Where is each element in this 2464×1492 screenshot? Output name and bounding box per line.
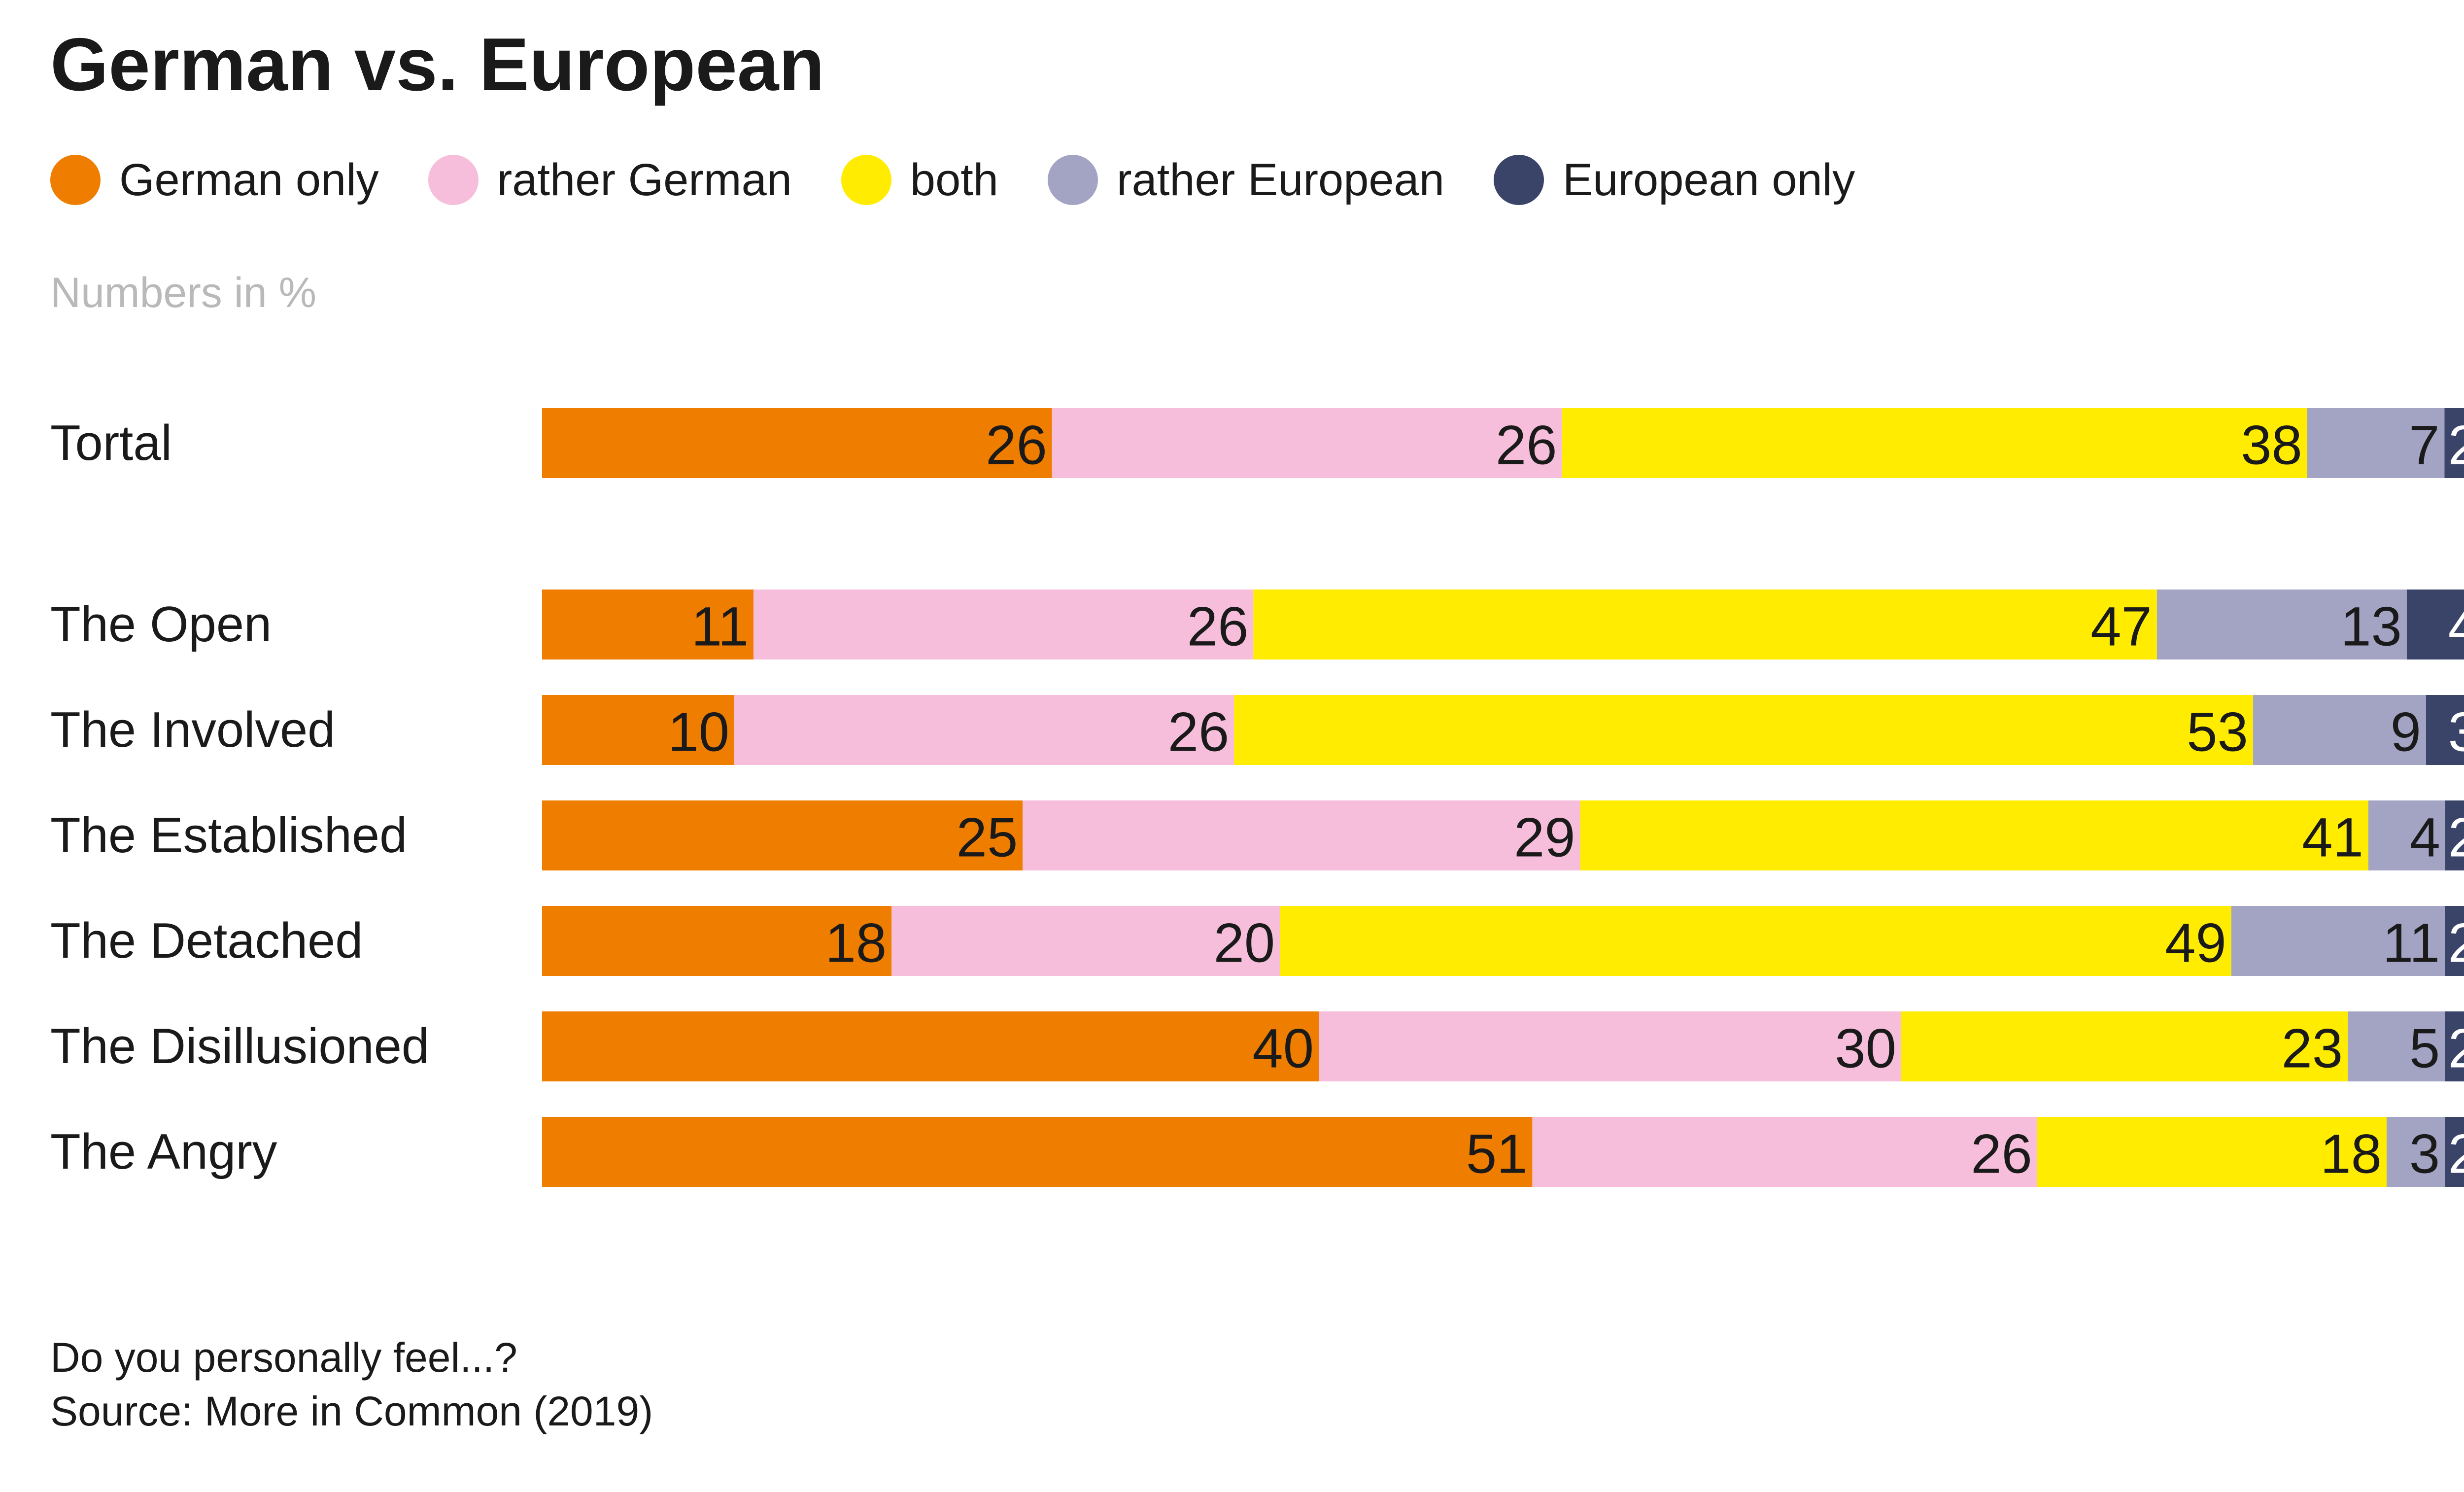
category-label: Tortal — [50, 416, 172, 471]
category-label: The Disillusioned — [50, 1019, 429, 1074]
data-label: 26 — [1496, 415, 1557, 476]
data-label: 3 — [2409, 1123, 2440, 1185]
category-label: The Open — [50, 597, 272, 652]
bar-segment — [1319, 1011, 1901, 1081]
bar-segment — [542, 590, 754, 659]
data-label: 41 — [2302, 807, 2363, 868]
legend-label: rather European — [1116, 154, 1444, 205]
data-label: 7 — [2409, 415, 2439, 476]
legend: German only rather German both rather Europ… — [50, 148, 1904, 212]
bar-segment — [891, 906, 1280, 976]
bar-segment — [1280, 906, 2231, 976]
bar-segment — [542, 800, 1023, 870]
legend-item: rather German — [428, 154, 792, 206]
data-label: 2 — [2448, 807, 2464, 868]
data-label: 10 — [668, 701, 730, 763]
bar-segment — [2445, 1117, 2464, 1187]
data-label: 11 — [691, 596, 749, 658]
data-label: 18 — [2320, 1123, 2382, 1185]
data-label: 2 — [2448, 912, 2464, 974]
legend-item: rather European — [1047, 154, 1444, 206]
data-label: 2 — [2448, 1018, 2464, 1079]
bar-segment — [2406, 590, 2464, 659]
category-label: The Detached — [50, 913, 363, 969]
bar-segment — [2445, 800, 2464, 870]
data-label: 13 — [2340, 596, 2402, 658]
bar-segment — [2348, 1011, 2445, 1081]
data-label: 30 — [1835, 1018, 1896, 1079]
legend-swatch — [841, 155, 891, 205]
category-label: The Established — [50, 808, 407, 863]
category-label: The Angry — [50, 1124, 277, 1180]
legend-label: German only — [119, 154, 379, 205]
bar-segment — [2253, 695, 2426, 765]
data-label: 23 — [2282, 1018, 2343, 1079]
data-label: 2 — [2448, 415, 2464, 476]
data-label: 3 — [2448, 701, 2464, 763]
bar-segment — [542, 408, 1052, 478]
bar-segment — [2156, 590, 2407, 659]
source-note: Source: More in Common (2019) — [50, 1388, 653, 1435]
legend-swatch — [428, 155, 479, 205]
bar-segment — [2426, 695, 2464, 765]
bar-segment — [2445, 906, 2464, 976]
bar-segment — [542, 906, 892, 976]
data-label: 20 — [1214, 912, 1275, 974]
data-label: 26 — [1168, 701, 1230, 763]
data-label: 9 — [2391, 701, 2421, 763]
bar-segment — [753, 590, 1254, 659]
bar-segment — [542, 1117, 1533, 1187]
bar-segment — [542, 695, 735, 765]
legend-label: rather German — [497, 154, 792, 205]
category-label: The Involved — [50, 702, 335, 758]
chart-subtitle: Numbers in % — [50, 269, 317, 316]
bar-segment — [1580, 800, 2368, 870]
footer: Do you personally feel...? Source: More … — [50, 1331, 653, 1438]
data-label: 51 — [1466, 1123, 1528, 1185]
data-label: 47 — [2090, 596, 2152, 658]
bar-segment — [734, 695, 1234, 765]
bar-segment — [2444, 408, 2464, 478]
data-label: 29 — [1514, 807, 1575, 868]
survey-question: Do you personally feel...? — [50, 1334, 517, 1381]
bar-segment — [2368, 800, 2445, 870]
bar-segment — [1253, 590, 2157, 659]
data-label: 25 — [957, 807, 1018, 868]
bar-segment — [2037, 1117, 2387, 1187]
legend-label: European only — [1562, 154, 1855, 205]
bar-segment — [542, 1011, 1319, 1081]
bar-segment — [1562, 408, 2307, 478]
legend-label: both — [910, 154, 998, 205]
data-label: 49 — [2165, 912, 2226, 974]
data-label: 53 — [2187, 701, 2248, 763]
bar-segment — [2387, 1117, 2445, 1187]
bar-segment — [1901, 1011, 2348, 1081]
legend-item: European only — [1493, 154, 1855, 206]
bar-segment — [2307, 408, 2445, 478]
data-label: 26 — [1971, 1123, 2032, 1185]
bar-segment — [1023, 800, 1580, 870]
chart-title: German vs. European — [50, 23, 825, 106]
legend-swatch — [1047, 155, 1098, 205]
data-label: 4 — [2448, 596, 2464, 658]
data-label: 2 — [2448, 1123, 2464, 1185]
legend-swatch — [1493, 155, 1544, 205]
data-label: 11 — [2383, 912, 2440, 974]
data-label: 18 — [825, 912, 887, 974]
data-label: 5 — [2409, 1018, 2440, 1079]
bar-segment — [1532, 1117, 2037, 1187]
bar-segment — [1052, 408, 1562, 478]
legend-item: German only — [50, 154, 379, 206]
bar-segment — [2231, 906, 2445, 976]
data-label: 4 — [2410, 807, 2440, 868]
legend-item: both — [841, 154, 998, 206]
data-label: 26 — [1187, 596, 1249, 658]
data-label: 38 — [2241, 415, 2302, 476]
bar-segment — [1234, 695, 2253, 765]
data-label: 26 — [986, 415, 1047, 476]
bar-segment — [2445, 1011, 2464, 1081]
data-label: 40 — [1252, 1018, 1314, 1079]
legend-swatch — [50, 155, 101, 205]
